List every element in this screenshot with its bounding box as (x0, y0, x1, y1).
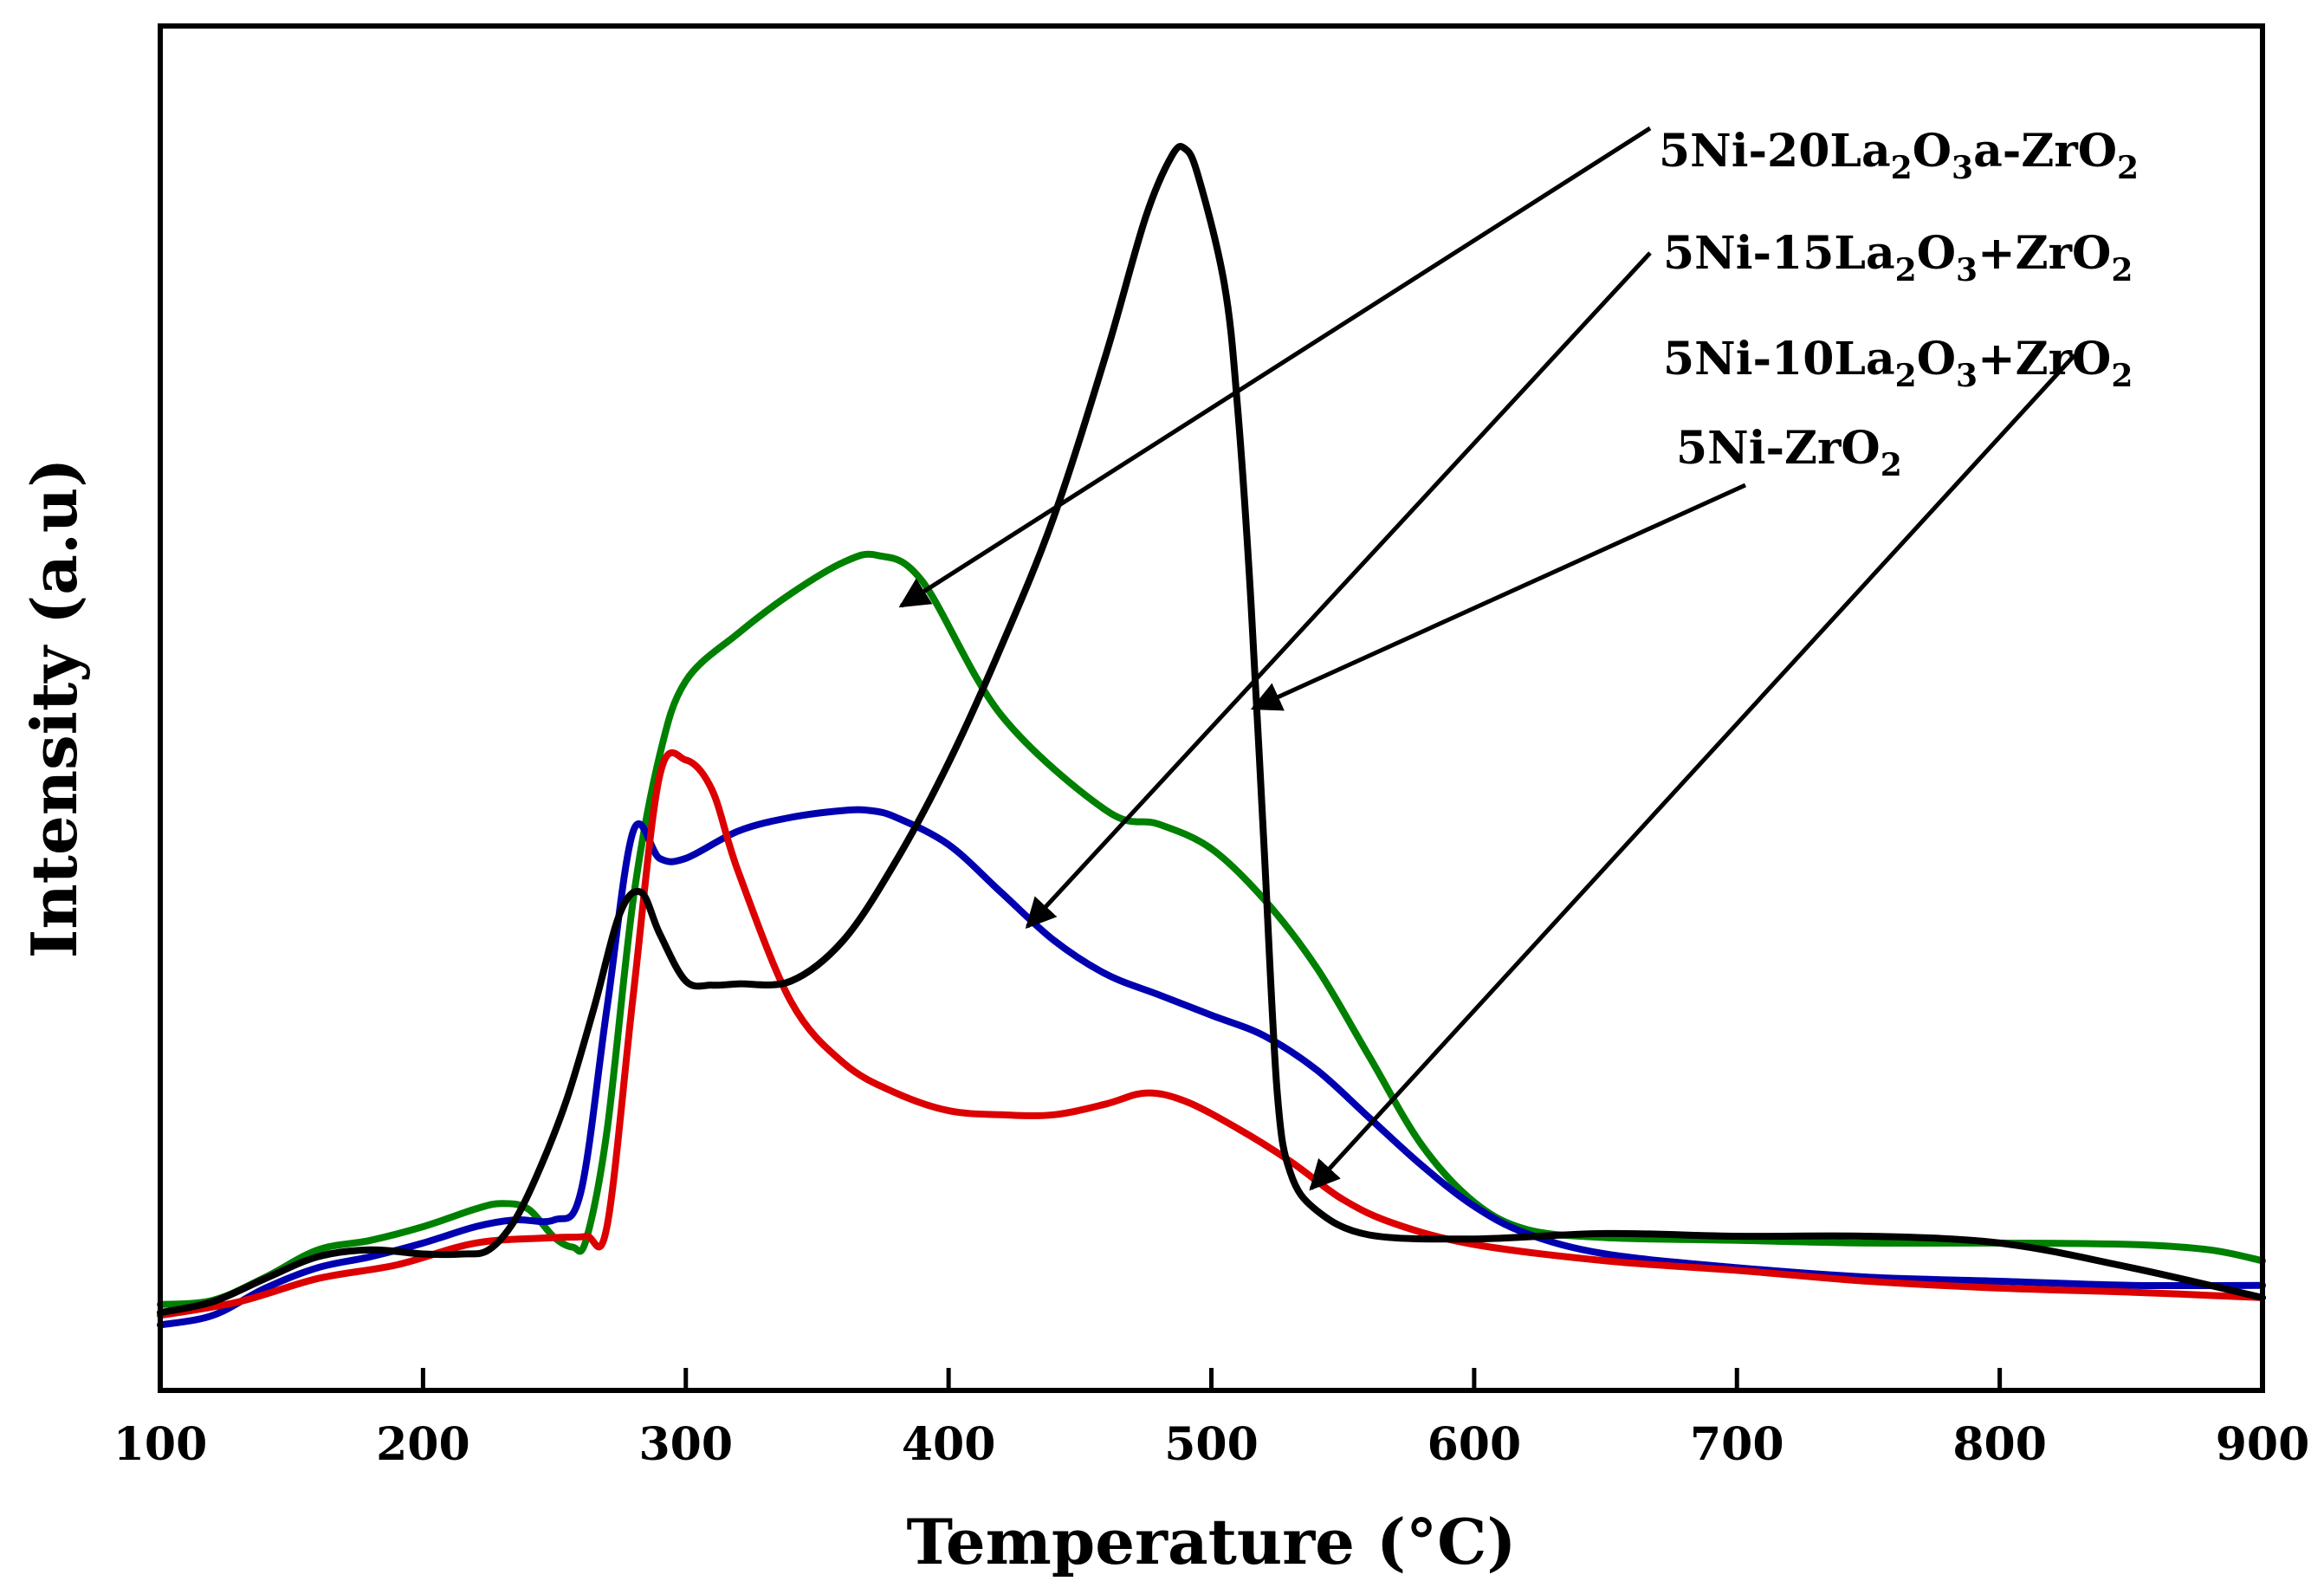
label-text: 5Ni-15La (1663, 227, 1895, 280)
series-label: 5Ni-15La2O3+ZrO2 (1663, 227, 2133, 288)
x-tick-label: 600 (1427, 1418, 1522, 1471)
x-tick-label: 900 (2216, 1418, 2310, 1471)
label-subscript: 2 (1891, 150, 1913, 186)
label-text: O (1913, 125, 1952, 178)
series-label: 5Ni-20La2O3a-ZrO2 (1659, 125, 2139, 186)
series-label: 5Ni-10La2O3+ZrO2 (1663, 333, 2133, 394)
label-subscript: 3 (1956, 358, 1978, 394)
label-subscript: 3 (1956, 252, 1978, 288)
label-subscript: 2 (2111, 358, 2133, 394)
label-subscript: 2 (1881, 447, 1902, 483)
x-axis-title: Temperature (°C) (907, 1505, 1517, 1578)
label-subscript: 2 (1895, 252, 1917, 288)
label-subscript: 2 (2117, 150, 2139, 186)
annotation-arrow (1250, 483, 1747, 711)
label-subscript: 2 (2111, 252, 2133, 288)
x-tick-label: 800 (1952, 1418, 2047, 1471)
series-label: 5Ni-ZrO2 (1676, 422, 1902, 483)
label-subscript: 2 (1895, 358, 1917, 394)
label-text: O (1917, 227, 1956, 280)
annotation-arrow (1309, 353, 2076, 1191)
label-subscript: 3 (1952, 150, 1973, 186)
label-text: O (1917, 333, 1956, 386)
series-labels: 5Ni-20La2O3a-ZrO25Ni-15La2O3+ZrO25Ni-10L… (1659, 125, 2139, 483)
x-axis-ticks: 100 200 300 400 500 600 700 800 900 (113, 1368, 2310, 1471)
label-text: 5Ni-20La (1659, 125, 1891, 178)
x-tick-label: 400 (902, 1418, 996, 1471)
x-tick-label: 700 (1690, 1418, 1784, 1471)
annotation-arrow (898, 126, 1652, 608)
x-tick-label: 300 (638, 1418, 733, 1471)
label-text: +ZrO (1978, 227, 2111, 280)
series-line (157, 550, 2266, 1308)
series-line (157, 748, 2266, 1319)
annotation-arrows (898, 126, 2076, 1191)
label-text: 5Ni-ZrO (1676, 422, 1881, 475)
annotation-arrow (1025, 251, 1652, 930)
x-tick-label: 500 (1164, 1418, 1259, 1471)
x-tick-label: 200 (376, 1418, 470, 1471)
x-tick-label: 100 (113, 1418, 208, 1471)
label-text: +ZrO (1978, 333, 2111, 386)
label-text: a-ZrO (1973, 125, 2117, 178)
label-text: 5Ni-10La (1663, 333, 1895, 386)
y-axis-title: Intensity (a.u) (17, 458, 91, 959)
series-line (157, 143, 2266, 1317)
series-layer (157, 143, 2266, 1329)
